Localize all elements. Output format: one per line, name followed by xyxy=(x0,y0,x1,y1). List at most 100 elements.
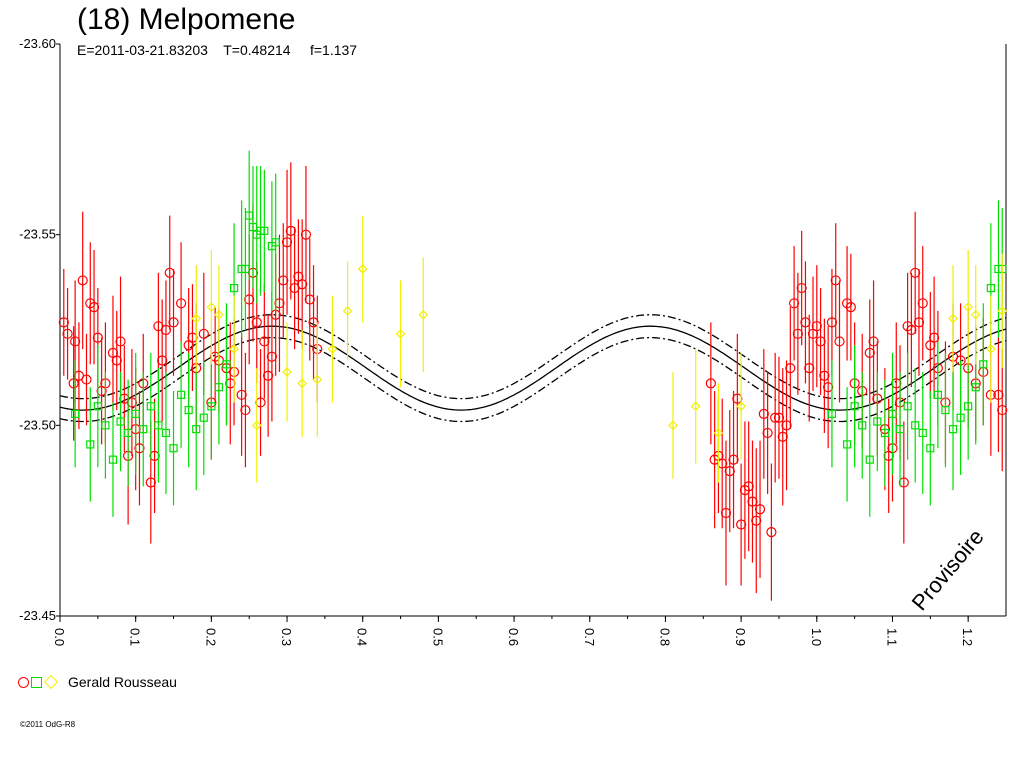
data-point-circle xyxy=(819,370,830,381)
data-point-circle xyxy=(240,404,251,416)
data-point-square xyxy=(271,238,280,247)
data-point-circle xyxy=(739,485,751,496)
data-point-circle xyxy=(762,427,773,439)
data-point-circle xyxy=(773,412,785,423)
data-point-circle xyxy=(751,515,762,526)
data-point-square xyxy=(116,417,125,426)
data-point-square xyxy=(131,409,140,418)
data-point-diamond xyxy=(342,306,353,316)
x-tick-label: 0.8 xyxy=(657,628,672,646)
data-point-square xyxy=(971,383,980,392)
data-point-circle xyxy=(278,275,289,286)
data-point-diamond xyxy=(736,401,746,412)
data-point-circle xyxy=(728,454,739,465)
data-point-square xyxy=(154,421,163,430)
legend-diamond-marker xyxy=(43,674,59,690)
data-point-square xyxy=(192,425,201,434)
data-point-square xyxy=(161,428,171,438)
data-point-circle xyxy=(736,519,747,530)
data-point-square xyxy=(199,413,208,422)
data-point-circle xyxy=(157,355,168,366)
data-point-diamond xyxy=(206,302,217,312)
data-point-diamond xyxy=(713,428,724,438)
data-point-diamond xyxy=(986,344,996,354)
data-point-square xyxy=(108,455,118,464)
data-point-square xyxy=(222,360,231,369)
data-point-circle xyxy=(732,393,743,404)
fit-curve-lower xyxy=(59,336,1007,423)
data-point-diamond xyxy=(948,313,958,324)
data-point-circle xyxy=(168,317,179,328)
data-point-circle xyxy=(834,336,845,347)
data-point-circle xyxy=(77,275,88,286)
data-point-circle xyxy=(251,317,262,328)
data-point-circle xyxy=(111,355,122,366)
data-point-circle xyxy=(164,267,175,278)
data-point-square xyxy=(873,417,882,426)
data-point-circle xyxy=(804,363,815,374)
data-point-circle xyxy=(766,527,777,538)
data-point-square xyxy=(827,409,837,418)
data-point-square xyxy=(865,455,874,464)
x-tick-label: 0.2 xyxy=(203,628,218,646)
data-point-circle xyxy=(785,363,796,374)
data-point-circle xyxy=(134,443,145,454)
fit-curve-upper xyxy=(59,314,1007,400)
axes xyxy=(56,43,1007,622)
data-point-square xyxy=(214,383,224,392)
data-point-diamond xyxy=(418,309,429,320)
data-point-circle xyxy=(758,408,769,419)
y-tick-label: -23.55 xyxy=(19,227,56,242)
y-tick-label: -23.45 xyxy=(19,608,56,623)
data-point-circle xyxy=(997,404,1008,416)
data-point-circle xyxy=(815,336,826,347)
data-point-circle xyxy=(274,298,285,309)
legend-circle-marker xyxy=(18,676,29,688)
x-tick-label: 0.1 xyxy=(128,628,143,646)
data-point-circle xyxy=(830,275,841,286)
data-point-circle xyxy=(281,237,293,248)
data-point-circle xyxy=(244,294,255,305)
data-point-circle xyxy=(255,397,266,408)
legend-observer-name: Gerald Rousseau xyxy=(68,674,177,690)
data-point-circle xyxy=(823,382,834,393)
data-point-diamond xyxy=(690,401,701,412)
data-point-circle xyxy=(58,317,69,328)
data-point-circle xyxy=(62,328,73,339)
data-point-circle xyxy=(898,477,909,488)
data-point-circle xyxy=(70,336,81,347)
data-point-circle xyxy=(891,378,902,389)
data-points xyxy=(58,150,1008,601)
data-point-circle xyxy=(705,378,716,389)
data-point-circle xyxy=(92,332,103,343)
data-point-diamond xyxy=(997,306,1008,316)
data-point-diamond xyxy=(395,328,406,339)
data-point-circle xyxy=(811,321,822,332)
data-point-circle xyxy=(770,412,781,423)
data-point-square xyxy=(139,425,148,434)
data-point-circle xyxy=(308,317,319,328)
data-point-diamond xyxy=(963,302,974,312)
data-point-square xyxy=(71,409,80,418)
data-point-square xyxy=(124,428,133,438)
data-point-square xyxy=(926,444,935,453)
data-point-square xyxy=(956,413,965,422)
data-point-circle xyxy=(993,389,1004,400)
data-point-square xyxy=(964,402,973,411)
data-point-circle xyxy=(906,324,917,336)
data-point-diamond xyxy=(214,309,224,320)
data-point-square xyxy=(184,405,193,415)
data-point-circle xyxy=(85,298,96,309)
data-point-diamond xyxy=(970,309,981,320)
data-point-diamond xyxy=(668,420,678,431)
data-point-circle xyxy=(788,298,800,309)
x-tick-label: 0.6 xyxy=(506,628,521,646)
data-point-diamond xyxy=(191,313,202,324)
data-point-circle xyxy=(754,504,766,515)
data-point-circle xyxy=(845,302,856,313)
data-point-square xyxy=(948,425,958,434)
data-point-circle xyxy=(717,458,728,469)
legend-square-marker xyxy=(31,676,42,688)
data-point-square xyxy=(911,421,920,430)
